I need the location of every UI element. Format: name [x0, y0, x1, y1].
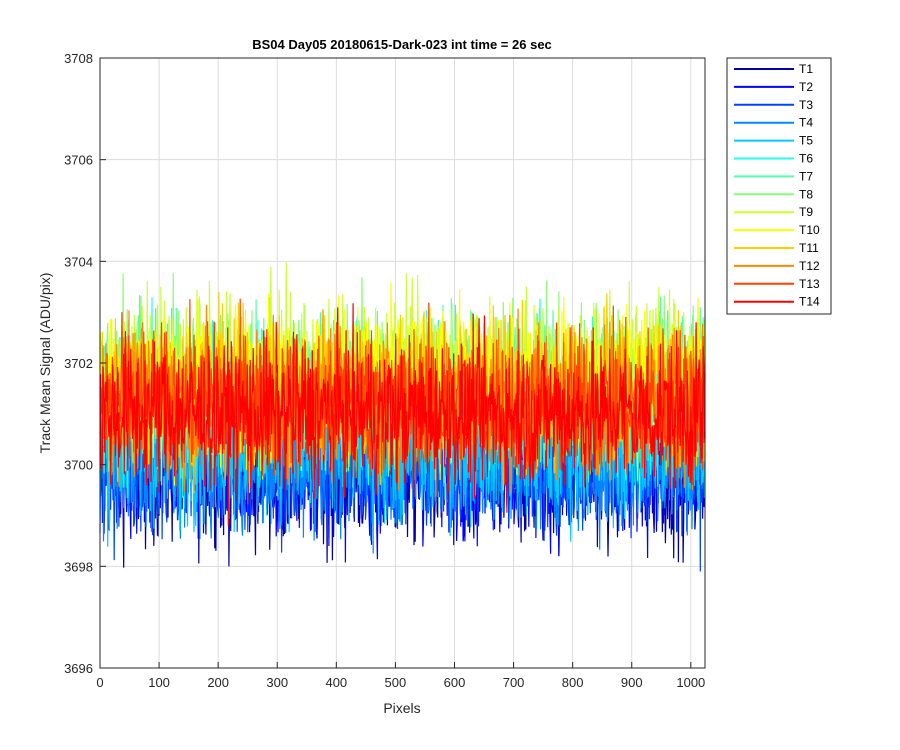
- y-tick-label: 3700: [64, 458, 93, 473]
- legend-label-t5: T5: [799, 134, 813, 148]
- series-line-t14: [99, 303, 706, 526]
- y-tick-label: 3706: [64, 153, 93, 168]
- legend-label-t7: T7: [799, 169, 813, 183]
- x-tick-label: 500: [385, 675, 407, 690]
- legend-label-t13: T13: [799, 277, 820, 291]
- x-tick-label: 300: [266, 675, 288, 690]
- legend-label-t9: T9: [799, 205, 813, 219]
- y-axis-label: Track Mean Signal (ADU/pix): [37, 273, 53, 454]
- legend-label-t4: T4: [799, 116, 813, 130]
- x-tick-label: 900: [621, 675, 643, 690]
- x-tick-label: 0: [96, 675, 103, 690]
- y-tick-label: 3702: [64, 356, 93, 371]
- x-tick-label: 600: [444, 675, 466, 690]
- x-axis-label: Pixels: [383, 700, 420, 716]
- plot-lines: [99, 262, 706, 572]
- legend-label-t1: T1: [799, 62, 813, 76]
- legend-label-t11: T11: [799, 241, 819, 255]
- legend-label-t12: T12: [799, 259, 820, 273]
- series-line-t5: [99, 343, 706, 547]
- x-tick-label: 400: [325, 675, 347, 690]
- y-tick-label: 3708: [64, 51, 93, 66]
- x-tick-label: 200: [207, 675, 229, 690]
- legend-box: [726, 57, 832, 315]
- x-tick-label: 100: [148, 675, 170, 690]
- legend-label-t6: T6: [799, 152, 813, 166]
- y-tick-label: 3696: [64, 661, 93, 676]
- legend-label-t3: T3: [799, 98, 813, 112]
- y-axis: 3696 3698 3700 3702 3704 3706 3708: [64, 51, 106, 676]
- legend-label-t2: T2: [799, 80, 813, 94]
- chart-title: BS04 Day05 20180615-Dark-023 int time = …: [252, 37, 552, 52]
- legend-label-t8: T8: [799, 187, 813, 201]
- x-axis: 0 100 200 300 400 500 600 700 800 900 1000: [96, 662, 705, 690]
- y-tick-label: 3704: [64, 254, 93, 269]
- x-tick-label: 700: [503, 675, 525, 690]
- legend-label-t14: T14: [799, 295, 820, 309]
- x-tick-label: 1000: [676, 675, 705, 690]
- legend-label-t10: T10: [799, 223, 820, 237]
- legend: T1 T2 T3 T4 T5 T6 T7 T8 T9 T10 T11 T12 T13 T14: [726, 57, 832, 315]
- x-tick-label: 800: [562, 675, 584, 690]
- y-tick-label: 3698: [64, 559, 93, 574]
